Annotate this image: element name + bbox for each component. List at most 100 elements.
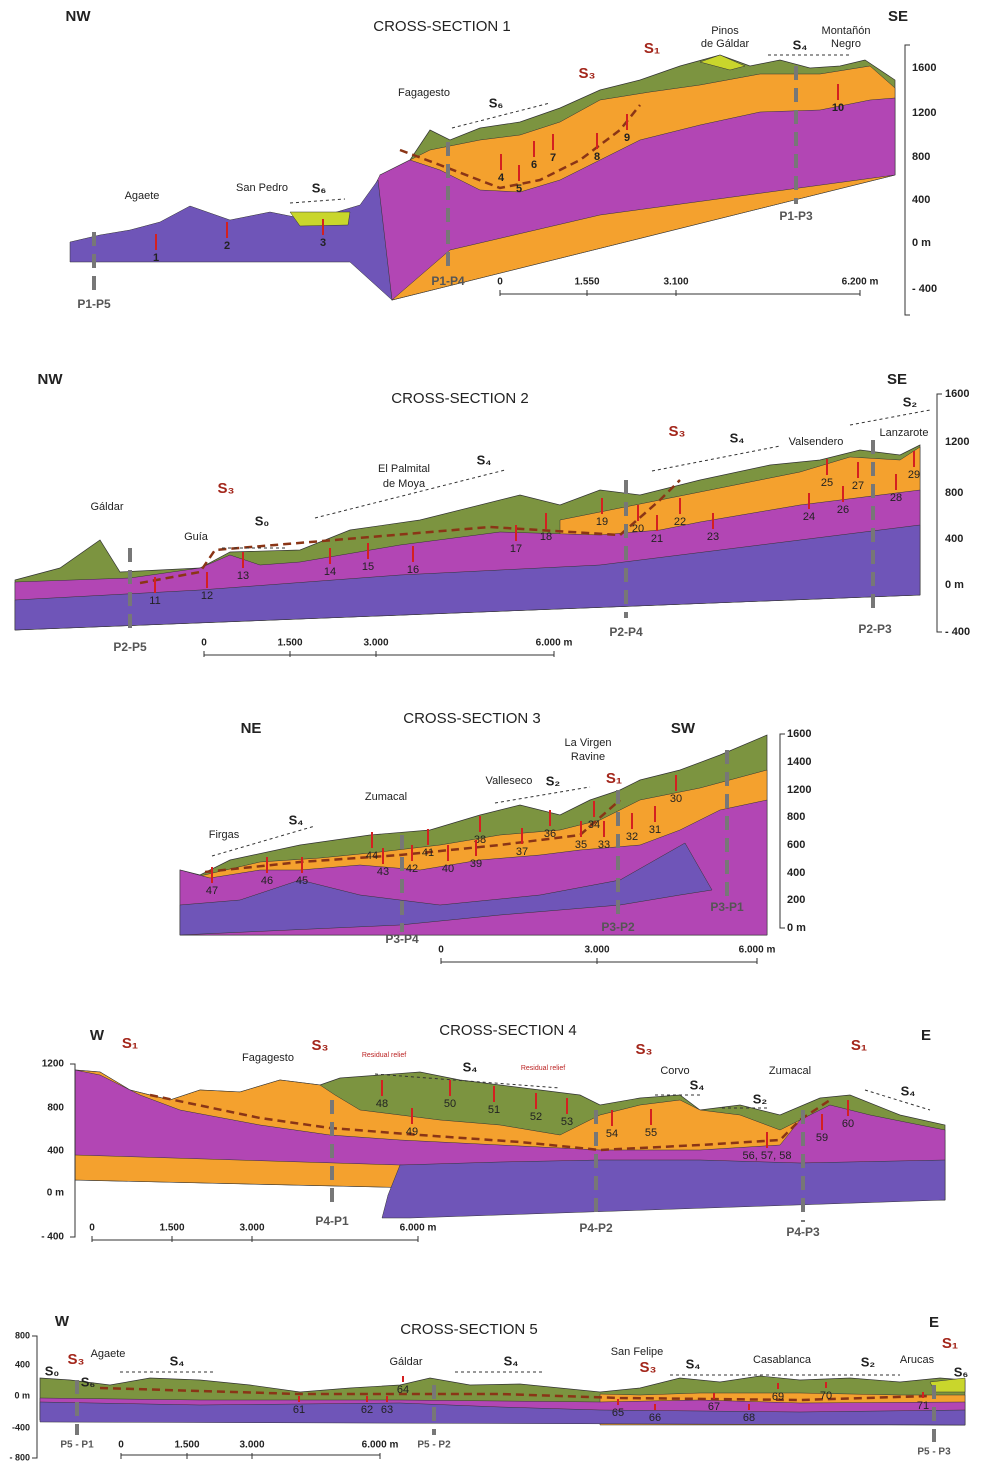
scale-label: 3.000 [363, 638, 388, 649]
scale-label: 0 [497, 277, 503, 288]
sample-number: 46 [261, 875, 273, 887]
depth-tick-label: 400 [47, 1146, 64, 1157]
scale-label: 6.000 m [362, 1440, 399, 1451]
orientation-label: NW [38, 371, 64, 388]
unit-label: S₃ [218, 480, 235, 497]
sample-number: 21 [651, 533, 663, 545]
depth-tick-label: 0 m [47, 1188, 64, 1199]
unit-label: S₁ [606, 770, 622, 787]
profile-label: P2-P5 [113, 640, 147, 654]
place-name: San Pedro [236, 182, 288, 194]
profile-label: P4-P2 [579, 1221, 613, 1235]
place-name: Montañón [822, 25, 871, 37]
scale-label: 1.550 [574, 277, 599, 288]
section-3-geology [180, 734, 785, 962]
unit-label: S₆ [954, 1364, 969, 1379]
sample-number: 31 [649, 824, 661, 836]
sample-number: 37 [516, 846, 528, 858]
depth-tick-label: 800 [15, 1330, 30, 1340]
scale-label: 0 [118, 1440, 124, 1451]
place-name: Firgas [209, 829, 240, 841]
sample-number: 35 [575, 839, 587, 851]
unit-label: S₁ [644, 40, 660, 57]
sample-number: 49 [406, 1126, 418, 1138]
depth-tick-label: 1200 [945, 436, 969, 448]
depth-tick-label: 1600 [912, 62, 936, 74]
place-name: Negro [831, 38, 861, 50]
place-name: Arucas [900, 1354, 935, 1366]
sample-number: 8 [594, 151, 600, 163]
depth-tick-label: 600 [787, 839, 805, 851]
place-name: Corvo [660, 1065, 689, 1077]
sample-number: 67 [708, 1401, 720, 1413]
place-name: Agaete [125, 190, 160, 202]
sample-number: 12 [201, 590, 213, 602]
sample-number: 62 [361, 1404, 373, 1416]
unit-label: S₃ [312, 1037, 329, 1054]
depth-tick-label: 0 m [912, 237, 931, 249]
unit-label: S₄ [690, 1077, 705, 1092]
sample-number: 23 [707, 531, 719, 543]
place-name: Pinos [711, 25, 739, 37]
sample-number: 28 [890, 492, 902, 504]
orientation-label: E [921, 1027, 931, 1044]
sample-number: 3 [320, 237, 326, 249]
scale-label: 0 [201, 638, 207, 649]
unit-label: S₄ [730, 430, 745, 445]
depth-tick-label: 0 m [14, 1390, 30, 1400]
place-name: Gáldar [90, 501, 123, 513]
sample-number: 55 [645, 1127, 657, 1139]
orientation-label: SW [671, 720, 696, 737]
depth-tick-label: 400 [945, 533, 963, 545]
sample-number: 7 [550, 152, 556, 164]
place-name: Casablanca [753, 1354, 812, 1366]
depth-tick-label: 1600 [945, 388, 969, 400]
sample-number: 56, 57, 58 [743, 1150, 792, 1162]
sample-number: 4 [498, 172, 505, 184]
place-name: Zumacal [769, 1065, 811, 1077]
orientation-label: NE [241, 720, 262, 737]
depth-tick-label: 800 [945, 487, 963, 499]
scale-label: 3.000 [239, 1440, 264, 1451]
depth-tick-label: - 400 [41, 1232, 64, 1243]
depth-tick-label: 800 [47, 1103, 64, 1114]
profile-label: P3-P2 [601, 920, 635, 934]
sample-number: 43 [377, 866, 389, 878]
unit-label: S₃ [636, 1041, 653, 1058]
profile-label: P5 - P3 [917, 1447, 951, 1458]
sample-number: 5 [516, 183, 522, 195]
unit-label: S₄ [793, 37, 808, 52]
orientation-label: NW [66, 8, 92, 25]
scale-label: 1.500 [159, 1223, 184, 1234]
sample-number: 60 [842, 1118, 854, 1130]
sample-number: 63 [381, 1404, 393, 1416]
unit-label: S₁ [851, 1037, 867, 1054]
sample-number: 24 [803, 511, 815, 523]
depth-tick-label: 1200 [42, 1059, 65, 1070]
sample-number: 65 [612, 1407, 624, 1419]
sample-number: 52 [530, 1111, 542, 1123]
section-title: CROSS-SECTION 2 [391, 390, 529, 407]
sample-number: 17 [510, 543, 522, 555]
sample-number: 22 [674, 516, 686, 528]
sample-number: 41 [422, 847, 434, 859]
sample-number: 48 [376, 1098, 388, 1110]
unit-label: S₄ [477, 452, 492, 467]
cross-sections-figure: CROSS-SECTION 1NWSEAgaeteSan PedroFagage… [0, 0, 983, 1462]
sample-number: 54 [606, 1128, 618, 1140]
depth-tick-label: 0 m [945, 579, 964, 591]
orientation-label: W [55, 1313, 70, 1330]
unit-label: S₄ [463, 1059, 478, 1074]
profile-label: P3-P4 [385, 932, 419, 946]
unit-label: S₂ [861, 1354, 876, 1369]
place-name: Zumacal [365, 791, 407, 803]
place-name: Lanzarote [880, 427, 929, 439]
orientation-label: SE [887, 371, 907, 388]
unit-label: S₂ [546, 773, 561, 788]
unit-label: S₄ [504, 1353, 519, 1368]
section-title: CROSS-SECTION 4 [439, 1022, 577, 1039]
sample-number: 39 [470, 858, 482, 870]
section-1-geology [70, 45, 910, 315]
sample-number: 14 [324, 566, 336, 578]
sample-number: 11 [149, 595, 160, 607]
